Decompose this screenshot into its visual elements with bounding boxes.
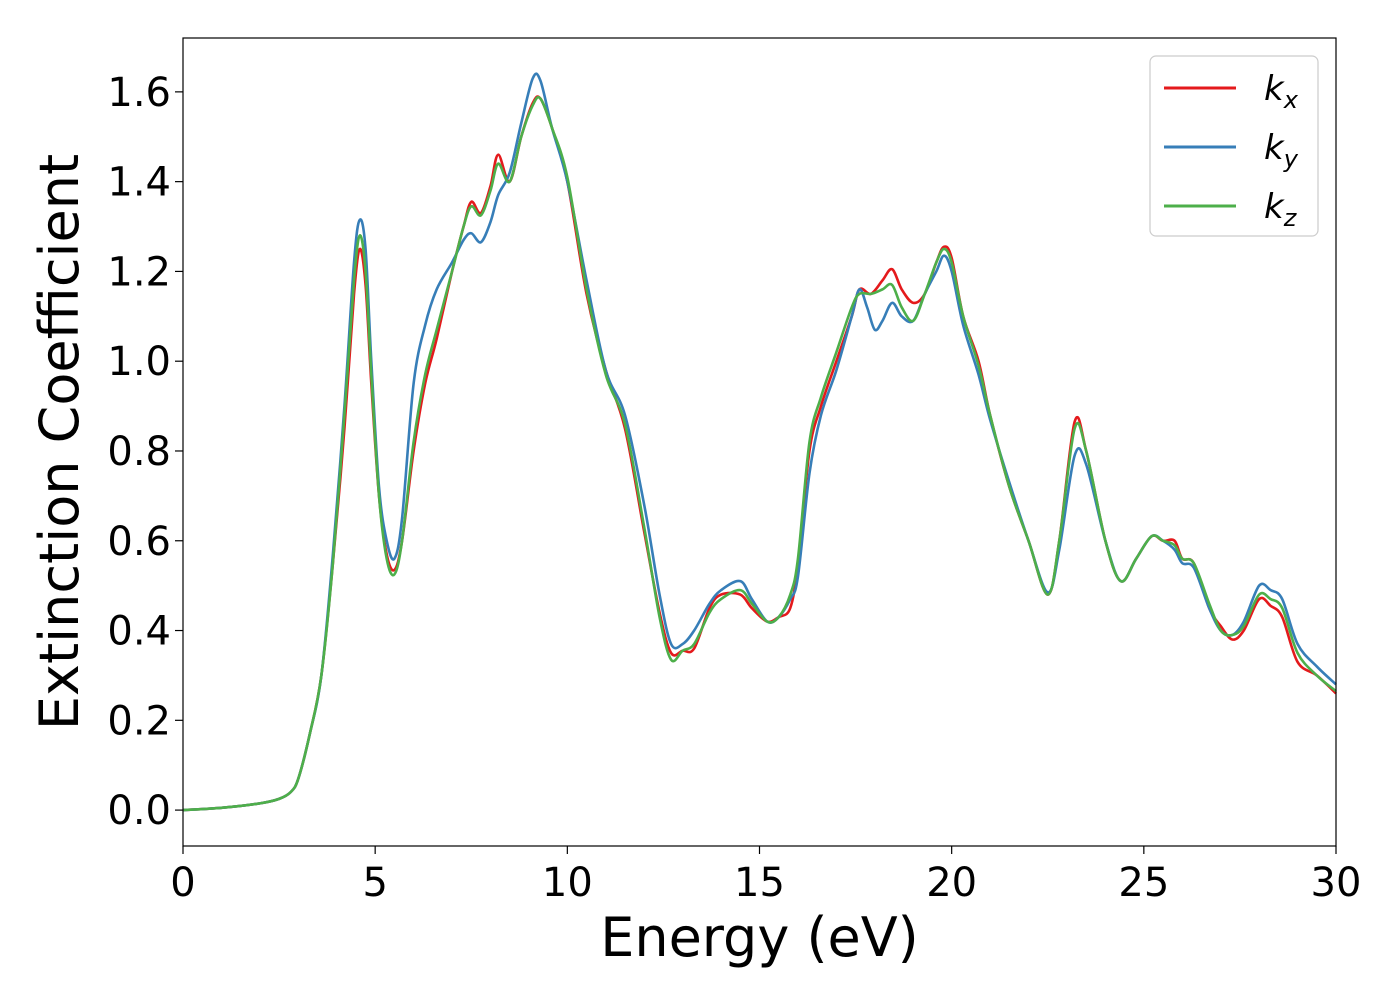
x-tick-label: 10 [542,860,593,906]
y-tick-label: 0.8 [107,429,171,475]
legend: kx ky kz [1149,55,1319,237]
series-line-kz [182,95,1337,812]
x-tick-label: 25 [1118,860,1169,906]
x-tick-label: 30 [1311,860,1362,906]
y-axis-label: Extinction Coefficient [28,154,91,730]
x-tick-label: 20 [926,860,977,906]
ticks-layer: 0 5 10 15 20 25 30 0.0 0.2 0.4 0.6 0.8 1.0 1.2 1.4 1.6 [107,70,1361,906]
legend-label-ky: ky [1264,128,1299,173]
legend-label-kz: kz [1264,187,1298,232]
y-tick-label: 0.2 [107,698,171,744]
y-tick-label: 1.2 [107,249,171,295]
x-axis-label: Energy (eV) [600,906,919,969]
y-tick-label: 0.4 [107,609,171,655]
y-tick-label: 0.0 [107,788,171,834]
y-tick-label: 1.4 [107,160,171,206]
x-tick-label: 15 [734,860,785,906]
x-tick-label: 5 [362,860,387,906]
y-tick-label: 1.6 [107,70,171,116]
series-layer [182,72,1337,812]
legend-label-kx: kx [1264,69,1299,114]
y-tick-label: 0.6 [107,519,171,565]
x-tick-label: 0 [170,860,195,906]
y-tick-label: 1.0 [107,339,171,385]
